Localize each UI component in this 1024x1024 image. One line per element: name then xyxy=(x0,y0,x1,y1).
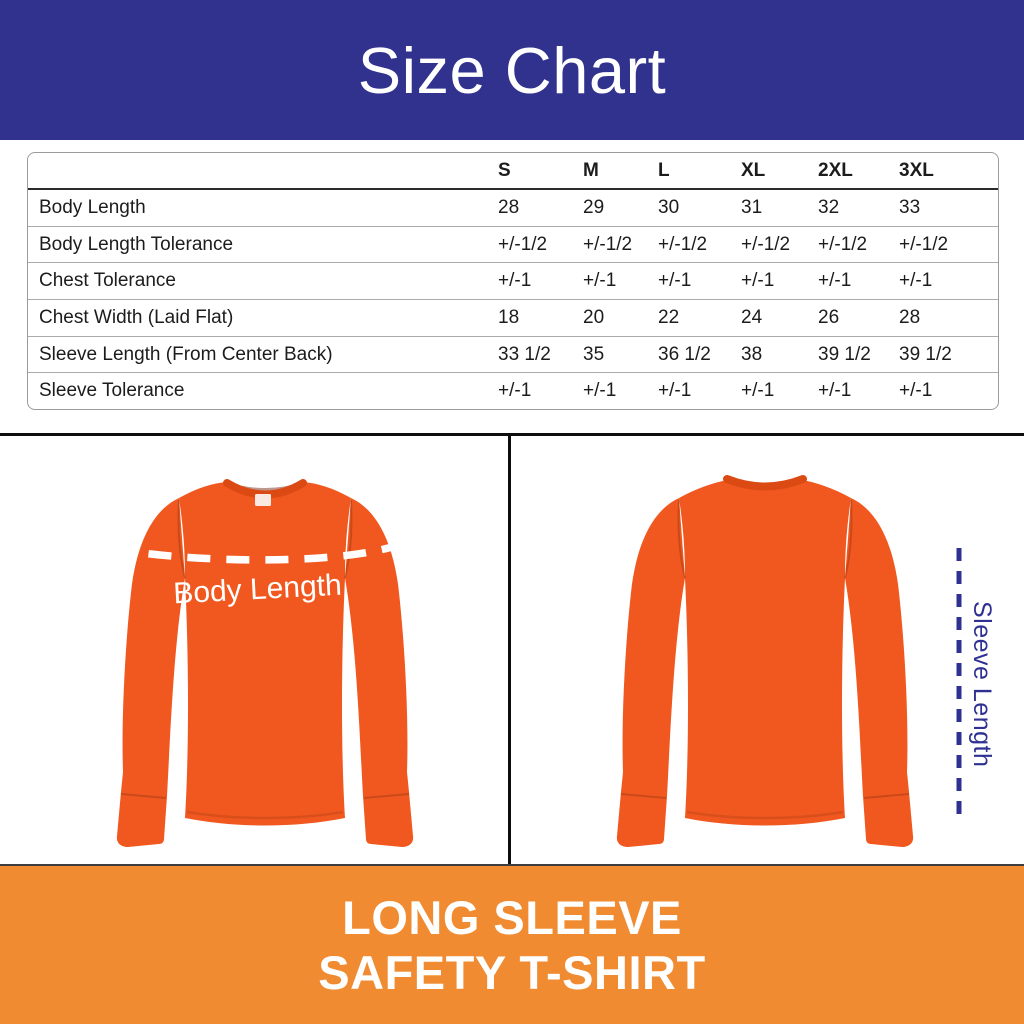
size-value: 32 xyxy=(818,196,840,218)
back-cuff-seam-right xyxy=(863,793,910,799)
row-label: Sleeve Length (From Center Back) xyxy=(39,343,333,365)
front-armhole-seam-right xyxy=(344,499,353,579)
size-value: 30 xyxy=(658,196,680,218)
page-title: Size Chart xyxy=(357,33,667,107)
size-value: +/-1 xyxy=(899,380,933,402)
footer-product-line2: SAFETY T-SHIRT xyxy=(318,946,706,999)
size-value: 29 xyxy=(583,196,605,218)
column-header-l: L xyxy=(658,159,670,181)
size-value: +/-1/2 xyxy=(741,233,791,255)
size-value: 24 xyxy=(741,306,763,328)
row-label: Sleeve Tolerance xyxy=(39,380,185,402)
size-value: +/-1 xyxy=(658,380,692,402)
back-armhole-seam-right xyxy=(844,499,853,579)
size-value: +/-1 xyxy=(899,270,933,292)
back-shirt-body xyxy=(679,480,851,826)
column-header-xl: XL xyxy=(741,159,766,181)
front-cuff-seam-right xyxy=(363,793,410,799)
size-value: 18 xyxy=(498,306,520,328)
back-shirt-shape xyxy=(616,480,914,847)
size-table-row: Chest Width (Laid Flat) 18 20 22 24 26 28 xyxy=(28,300,998,337)
size-value: 31 xyxy=(741,196,763,218)
size-value: +/-1 xyxy=(818,380,852,402)
size-value: +/-1 xyxy=(658,270,692,292)
size-value: 39 1/2 xyxy=(899,343,952,365)
size-value: 22 xyxy=(658,306,680,328)
size-value: 35 xyxy=(583,343,605,365)
size-table-row: Sleeve Length (From Center Back) 33 1/2 35… xyxy=(28,337,998,374)
row-label: Chest Width (Laid Flat) xyxy=(39,306,234,328)
size-value: +/-1 xyxy=(498,380,532,402)
size-value: +/-1 xyxy=(818,270,852,292)
column-header-m: M xyxy=(583,159,599,181)
footer-banner: LONG SLEEVE SAFETY T-SHIRT xyxy=(0,866,1024,1024)
size-value: 38 xyxy=(741,343,763,365)
size-value: +/-1/2 xyxy=(583,233,633,255)
column-header-2xl: 2XL xyxy=(818,159,853,181)
sleeve-length-label: Sleeve Length xyxy=(968,601,996,768)
size-value: +/-1 xyxy=(583,270,617,292)
size-table-body: Body Length 28 29 30 31 32 33 Body Length Toler… xyxy=(28,190,998,409)
back-shirt-illustration xyxy=(616,475,914,847)
size-value: +/-1/2 xyxy=(498,233,548,255)
row-label: Body Length xyxy=(39,196,146,218)
size-value: 33 1/2 xyxy=(498,343,551,365)
size-value: +/-1 xyxy=(741,270,775,292)
size-value: 28 xyxy=(899,306,921,328)
size-value: +/-1/2 xyxy=(658,233,708,255)
size-value: +/-1 xyxy=(741,380,775,402)
size-value: +/-1/2 xyxy=(899,233,949,255)
size-value: 28 xyxy=(498,196,520,218)
row-label: Body Length Tolerance xyxy=(39,233,234,255)
front-cuff-seam-left xyxy=(120,793,167,799)
front-neck-tag xyxy=(255,494,271,506)
sleeve-length-measure-line xyxy=(956,548,962,816)
front-armhole-seam-left xyxy=(177,499,186,579)
size-value: 20 xyxy=(583,306,605,328)
vertical-panel-divider xyxy=(508,433,511,864)
size-value: +/-1/2 xyxy=(818,233,868,255)
size-value: 39 1/2 xyxy=(818,343,871,365)
row-label: Chest Tolerance xyxy=(39,270,176,292)
column-header-3xl: 3XL xyxy=(899,159,934,181)
size-table-row: Chest Tolerance +/-1 +/-1 +/-1 +/-1 +/-1 +/-1 xyxy=(28,263,998,301)
front-shirt-shape xyxy=(116,482,414,847)
back-right-sleeve xyxy=(845,498,914,847)
horizontal-divider xyxy=(0,433,1024,436)
size-table-row: Body Length Tolerance +/-1/2 +/-1/2 +/-1/2 +… xyxy=(28,227,998,264)
footer-product-line1: LONG SLEEVE xyxy=(342,891,682,944)
back-collar-band xyxy=(723,475,807,491)
size-value: 26 xyxy=(818,306,840,328)
size-value: +/-1 xyxy=(583,380,617,402)
back-armhole-seam-left xyxy=(677,499,686,579)
size-table: S M L XL 2XL 3XL Body Length 28 29 30 31 32 33 Body … xyxy=(27,152,999,410)
size-table-header-row: S M L XL 2XL 3XL xyxy=(28,153,998,190)
size-table-row: Sleeve Tolerance +/-1 +/-1 +/-1 +/-1 +/-1 +/-1 xyxy=(28,373,998,409)
size-table-row: Body Length 28 29 30 31 32 33 xyxy=(28,190,998,227)
front-shirt-illustration: Body Length xyxy=(109,479,414,847)
front-right-sleeve xyxy=(345,498,414,847)
back-cuff-seam-left xyxy=(620,793,667,799)
front-shirt-body xyxy=(179,482,351,826)
size-value: 33 xyxy=(899,196,921,218)
body-length-measure-line xyxy=(109,543,394,564)
footer-divider-line xyxy=(0,864,1024,866)
column-header-s: S xyxy=(498,159,511,181)
front-hem-seam xyxy=(186,810,344,820)
header-banner: Size Chart xyxy=(0,0,1024,140)
size-value: 36 1/2 xyxy=(658,343,711,365)
back-hem-seam xyxy=(686,810,844,820)
size-value: +/-1 xyxy=(498,270,532,292)
front-left-sleeve xyxy=(116,498,185,847)
back-left-sleeve xyxy=(616,498,685,847)
